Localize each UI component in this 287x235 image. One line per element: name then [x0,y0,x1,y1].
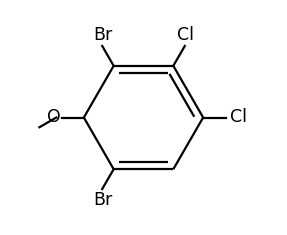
Text: Cl: Cl [177,26,195,44]
Text: Cl: Cl [230,109,247,126]
Text: Br: Br [94,26,113,44]
Text: O: O [47,108,61,126]
Text: Br: Br [94,191,113,209]
